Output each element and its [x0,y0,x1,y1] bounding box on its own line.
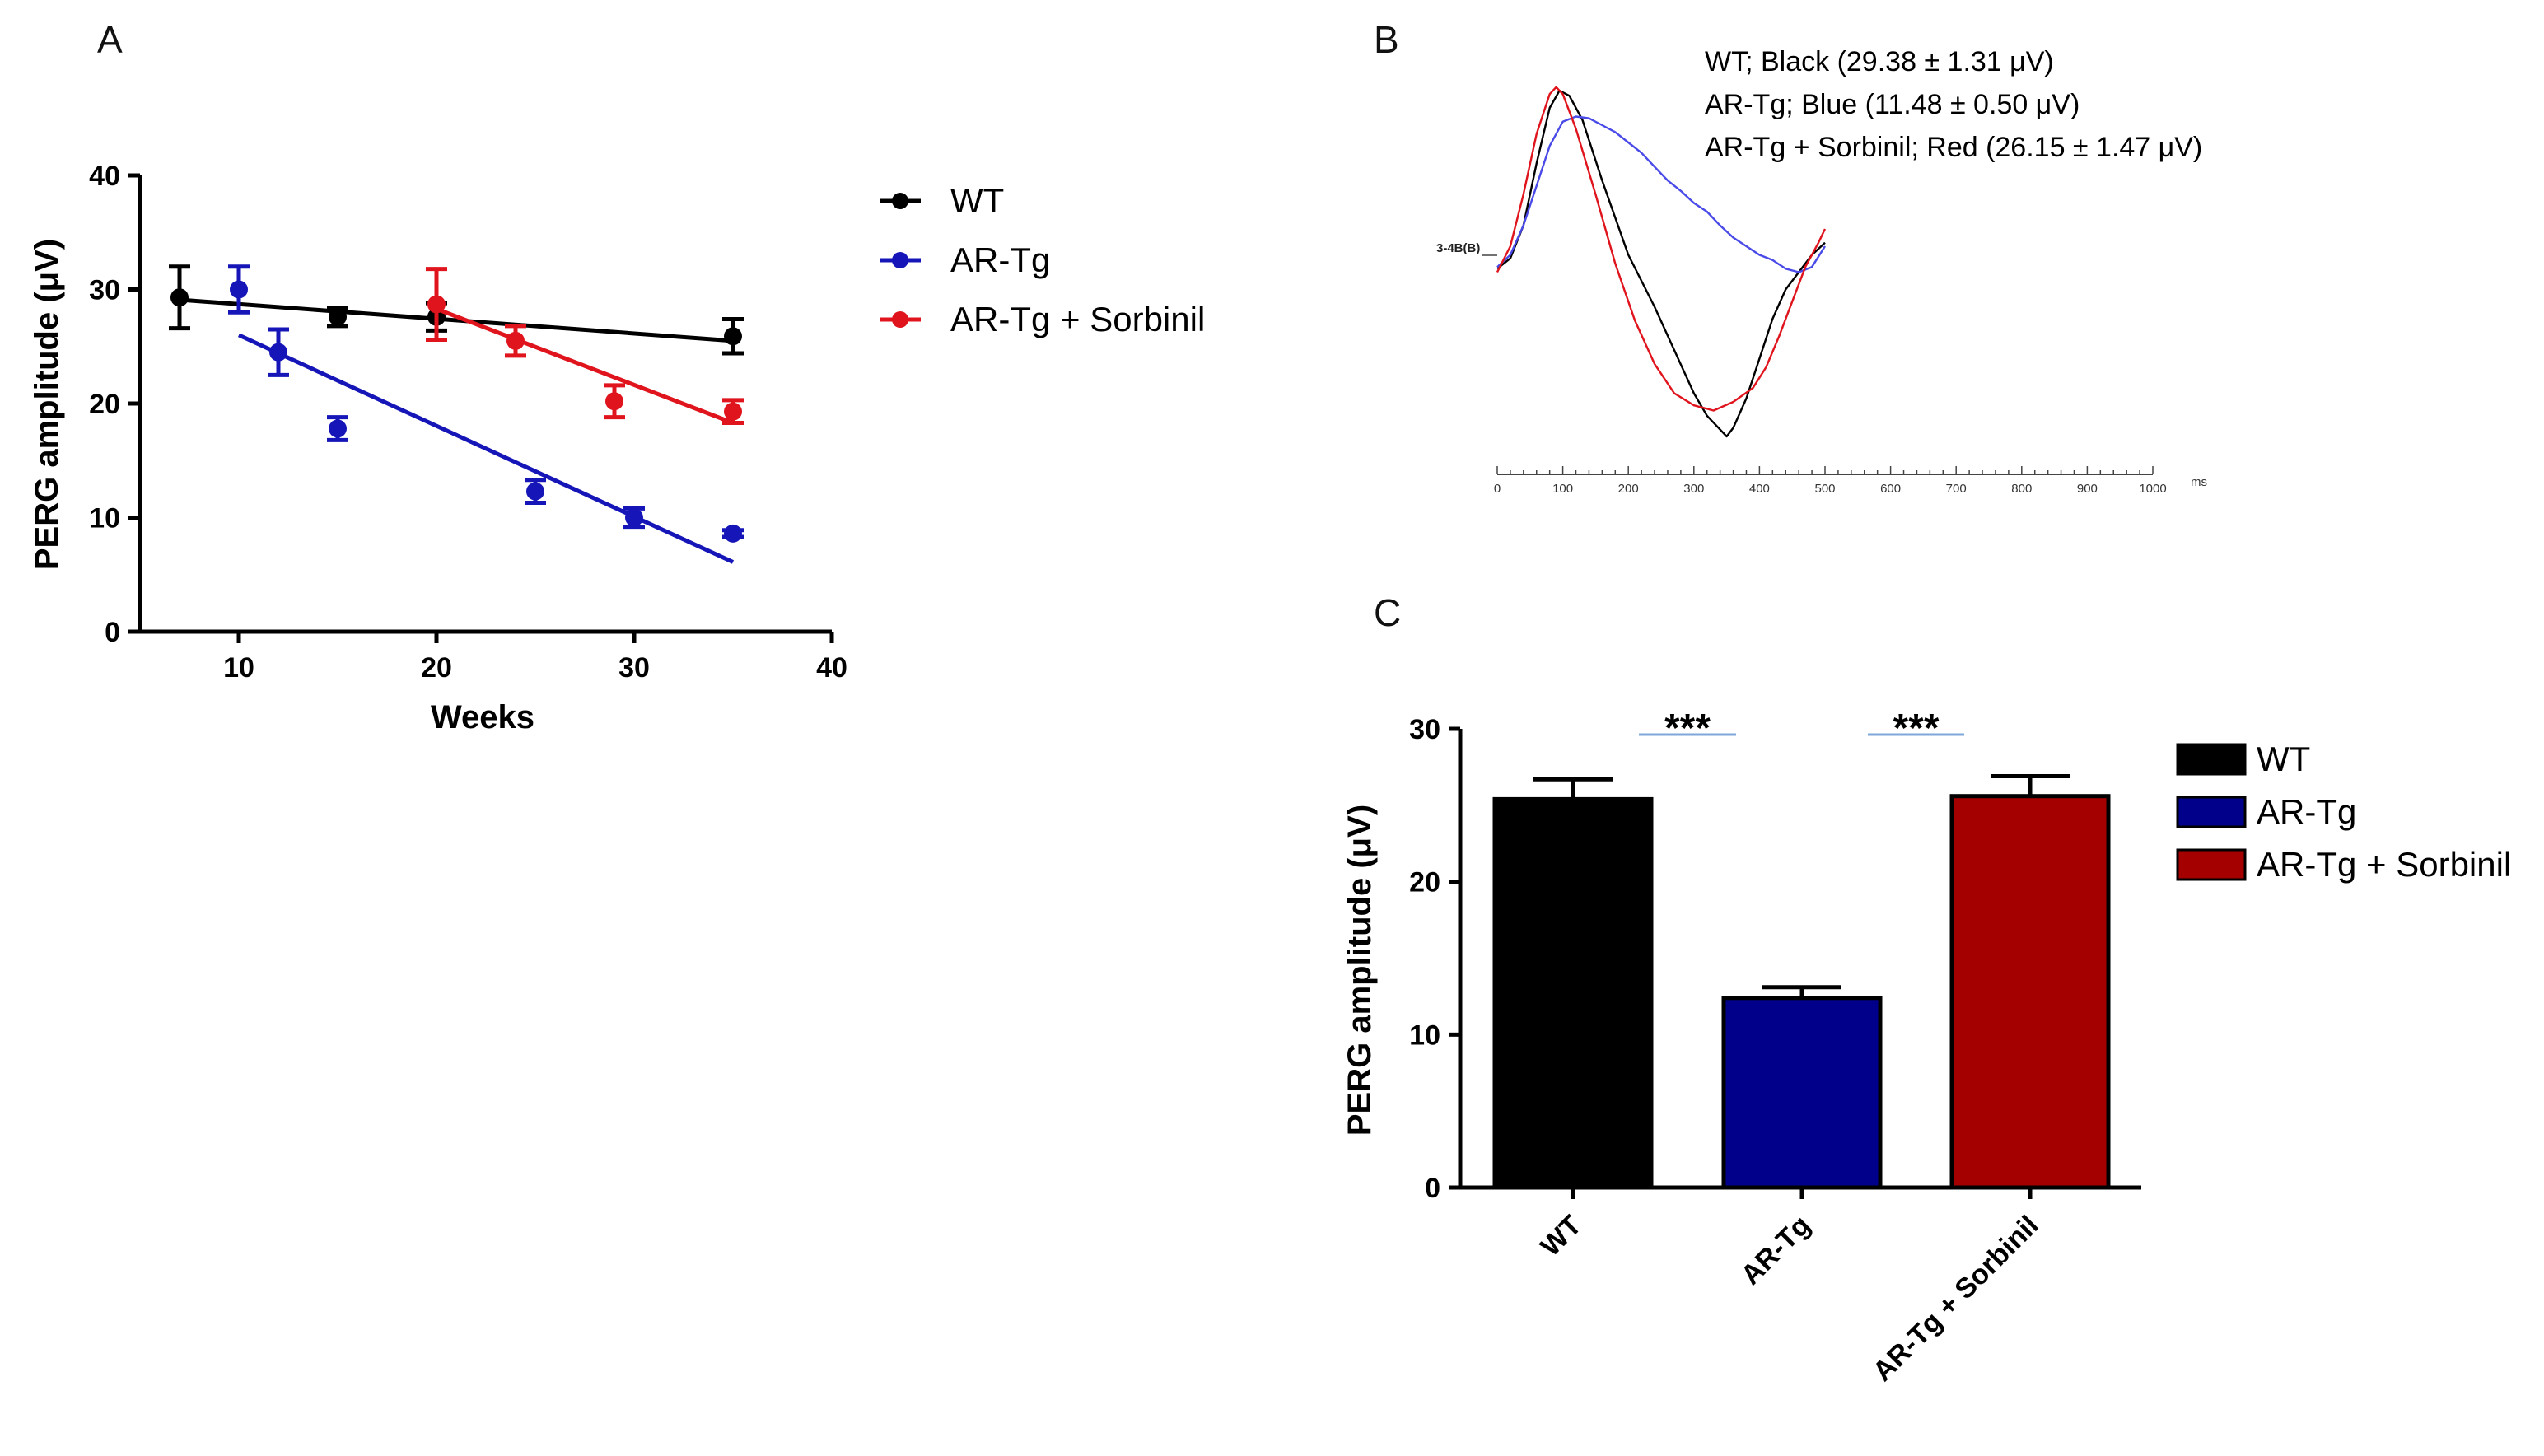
panel-c-bar-ar-tg [1721,996,1883,1190]
panel-a-y-tick-label: 10 [89,503,120,534]
panel-a-fit-line [436,306,734,425]
panel-a-legend-marker [892,252,908,268]
panel-a-y-axis-title: PERG amplitude (μV) [29,239,65,570]
panel-a-plot: 0 10 20 30 40 10 20 30 40 [89,161,847,684]
panel-a-data-point [269,343,287,362]
panel-b-x-tick-label: 500 [1814,482,1835,496]
panel-c-y-tick-label: 30 [1409,714,1440,745]
panel-c-legend-label: AR-Tg + Sorbinil [2257,845,2511,884]
trace-legend-line-1: WT; Black (29.38 ± 1.31 μV) [1705,46,2054,77]
panel-b-x-tick-label: 1000 [2139,482,2166,496]
panel-a-y-tick-label: 0 [105,617,120,648]
panel-b-trace-wt [1496,89,1826,438]
panel-a-data-point [526,482,544,501]
panel-b-trace-ar-tg [1496,115,1827,273]
panel-a-x-tick-label: 20 [421,652,452,684]
panel-c-bar-ar-tg-sorbinil [1949,794,2111,1190]
panel-c-legend-swatch [2176,796,2247,828]
panel-c-y-axis-title: PERG amplitude (μV) [1342,805,1378,1136]
panel-a-x-tick-label: 30 [618,652,650,684]
panel-a: A 0 10 20 30 40 10 20 30 40 Weeks PERG amplitude… [29,18,1205,735]
panel-b-plot: 0 100 200 300 400 500 600 700 800 900 1000 [1482,86,2167,496]
panel-c-bar-wt [1492,796,1654,1190]
panel-a-legend-label: AR-Tg [950,240,1050,279]
panel-c-legend-swatch [2176,743,2247,776]
panel-a-legend-label: WT [950,181,1004,220]
panel-a-data-point [230,280,248,299]
panel-b-x-tick-label: 200 [1618,482,1639,496]
panel-a-data-point [170,288,189,307]
panel-a-x-tick-label: 40 [816,652,847,684]
panel-b-x-tick-label: 300 [1683,482,1704,496]
panel-a-x-axis-title: Weeks [431,699,534,735]
panel-a-data-point [605,392,623,411]
panel-c-y-tick-label: 0 [1425,1173,1440,1204]
panel-b-x-tick-label: 700 [1946,482,1967,496]
panel-b-x-tick-label: 400 [1749,482,1770,496]
panel-a-legend: WT AR-Tg AR-Tg + Sorbinil [880,181,1205,338]
panel-a-data-point [329,419,347,438]
panel-b-x-tick-label: 900 [2077,482,2098,496]
panel-c-y-tick-label: 10 [1409,1020,1440,1051]
panel-c-significance-label: *** [1893,707,1939,750]
trace-legend-line-2: AR-Tg; Blue (11.48 ± 0.50 μV) [1705,89,2080,120]
panel-a-data-point [724,402,742,421]
panel-a-legend-label: AR-Tg + Sorbinil [950,300,1205,338]
panel-c-y-tick-label: 20 [1409,867,1440,898]
panel-a-legend-marker [892,311,908,328]
panel-a-y-tick-label: 20 [89,389,120,420]
panel-a-fit-line [237,333,735,564]
panel-a-series-ar-tg [228,264,744,564]
panel-a-x-tick-label: 10 [223,652,254,684]
panel-c-legend-label: WT [2257,740,2310,778]
panel-c-legend-label: AR-Tg [2257,792,2356,831]
panel-b-x-tick-label: 800 [2011,482,2032,496]
panel-letter-a: A [97,18,123,61]
panel-a-data-point [625,508,643,527]
panel-a-data-point [427,295,446,314]
panel-b-trace-ar-tg-sorbinil [1496,86,1827,412]
panel-a-y-tick-label: 40 [89,161,120,192]
panel-letter-c: C [1374,591,1401,634]
panel-a-data-point [329,307,347,326]
trace-channel-label: 3-4B(B) [1436,241,1480,255]
panel-b-x-unit: ms [2191,475,2207,489]
trace-legend-line-3: AR-Tg + Sorbinil; Red (26.15 ± 1.47 μV) [1705,132,2202,163]
panel-c-legend: WT AR-Tg AR-Tg + Sorbinil [2176,740,2511,884]
panel-a-legend-marker [892,193,908,209]
panel-a-data-point [506,331,525,350]
panel-a-series-ar-tg-sorbinil [426,267,744,426]
panel-c-significance-label: *** [1664,707,1711,750]
panel-b: B WT; Black (29.38 ± 1.31 μV) AR-Tg; Blu… [1374,18,2207,496]
panel-letter-b: B [1374,18,1399,61]
panel-c-legend-swatch [2176,848,2247,881]
panel-b-x-tick-label: 0 [1494,482,1501,496]
panel-b-x-tick-label: 600 [1880,482,1901,496]
panel-a-y-tick-label: 30 [89,275,120,306]
panel-a-fit-line [179,297,734,343]
panel-b-x-tick-label: 100 [1552,482,1573,496]
panel-a-data-point [724,327,742,346]
panel-a-data-point [724,524,742,543]
